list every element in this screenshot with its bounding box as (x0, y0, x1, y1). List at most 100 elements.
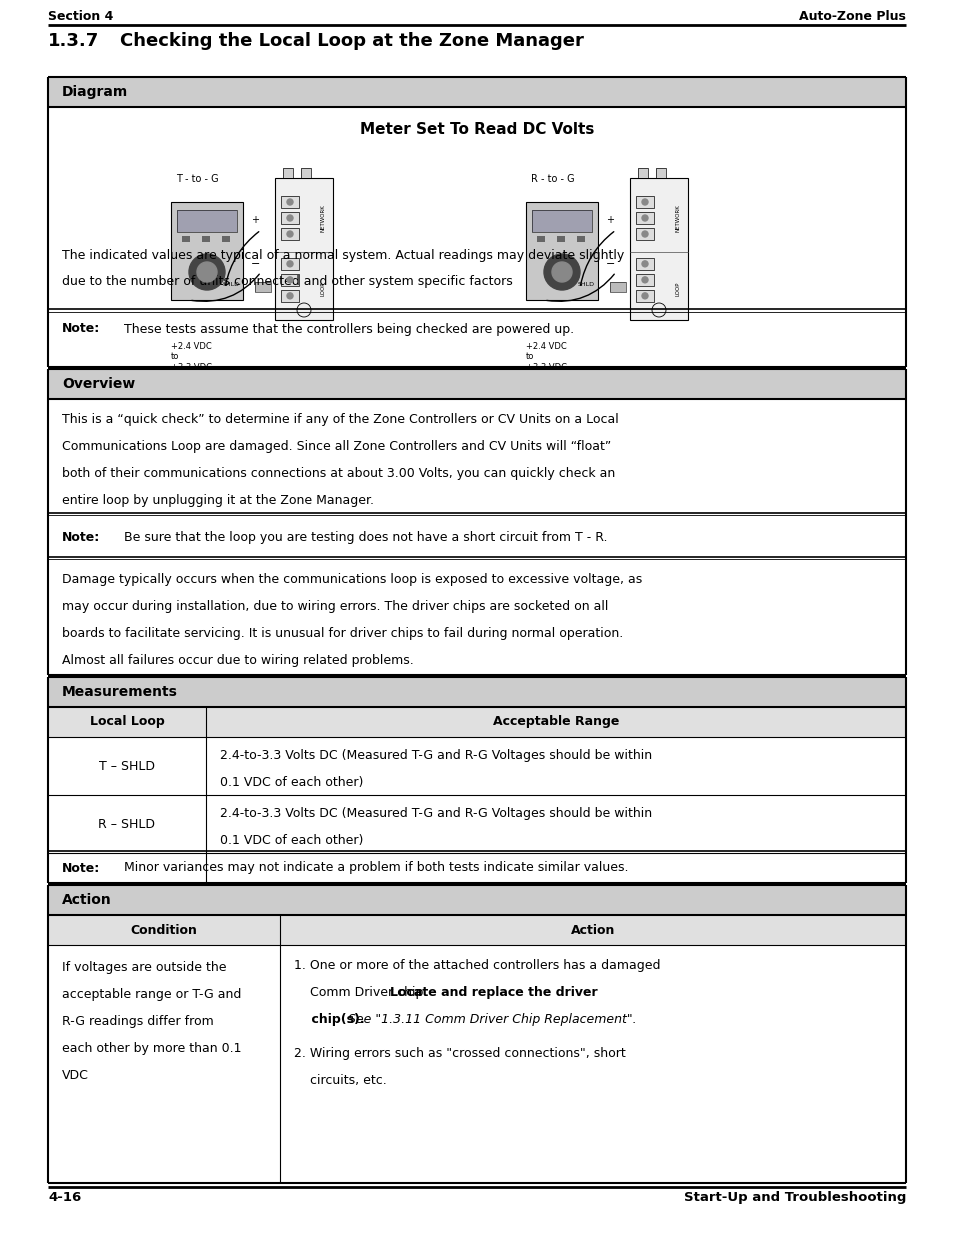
Circle shape (641, 293, 647, 299)
Bar (656, 168, 665, 178)
Text: Acceptable Range: Acceptable Range (493, 715, 618, 729)
Bar (177, 210, 236, 232)
Bar (281, 290, 298, 301)
Bar (48, 915, 905, 945)
Text: Diagram: Diagram (62, 85, 128, 99)
Text: 4-16: 4-16 (48, 1191, 81, 1204)
Bar (274, 178, 333, 320)
Text: LOOP: LOOP (320, 282, 325, 296)
Text: 0.1 VDC of each other): 0.1 VDC of each other) (220, 834, 363, 847)
Text: See "1.3.11 Comm Driver Chip Replacement".: See "1.3.11 Comm Driver Chip Replacement… (344, 1013, 636, 1026)
Circle shape (287, 261, 293, 267)
Text: Auto-Zone Plus: Auto-Zone Plus (799, 10, 905, 23)
Bar (281, 258, 298, 269)
Text: If voltages are outside the: If voltages are outside the (62, 961, 226, 974)
Bar (281, 228, 298, 240)
Text: SHLD: SHLD (222, 282, 239, 287)
Text: 2. Wiring errors such as "crossed connections", short: 2. Wiring errors such as "crossed connec… (294, 1047, 625, 1060)
Bar (48, 706, 905, 737)
Bar (636, 274, 654, 285)
Text: circuits, etc.: circuits, etc. (294, 1074, 386, 1087)
Text: Local Loop: Local Loop (90, 715, 164, 729)
Text: R – SHLD: R – SHLD (98, 818, 155, 830)
Text: both of their communications connections at about 3.00 Volts, you can quickly ch: both of their communications connections… (62, 467, 615, 480)
Circle shape (196, 262, 216, 282)
Bar (222, 236, 230, 242)
Bar (301, 168, 311, 178)
Bar (281, 212, 298, 224)
Bar (281, 258, 298, 269)
Text: Note:: Note: (62, 531, 100, 543)
Bar (577, 236, 584, 242)
Text: R - to - G: R - to - G (531, 174, 574, 184)
Bar (301, 168, 311, 178)
Text: −: − (251, 259, 260, 269)
Bar (636, 290, 654, 301)
Text: Be sure that the loop you are testing does not have a short circuit from T - R.: Be sure that the loop you are testing do… (116, 531, 607, 543)
Bar (281, 228, 298, 240)
Bar (636, 274, 654, 285)
Text: 1.3.7: 1.3.7 (48, 32, 99, 49)
Bar (254, 282, 271, 291)
Text: acceptable range or T-G and: acceptable range or T-G and (62, 988, 241, 1002)
Text: +2.4 VDC
to
+3.3 VDC: +2.4 VDC to +3.3 VDC (525, 342, 566, 372)
Text: LOOP: LOOP (675, 282, 679, 296)
Text: T - to - G: T - to - G (175, 174, 218, 184)
Text: −: − (605, 259, 615, 269)
Text: NETWORK: NETWORK (320, 204, 325, 232)
Bar (557, 236, 564, 242)
Text: This is a “quick check” to determine if any of the Zone Controllers or CV Units : This is a “quick check” to determine if … (62, 412, 618, 426)
Circle shape (641, 261, 647, 267)
Bar (281, 274, 298, 285)
Text: Action: Action (570, 924, 615, 936)
Bar (48, 885, 905, 915)
Bar (636, 196, 654, 207)
Bar (638, 168, 647, 178)
Bar (537, 236, 544, 242)
Bar (532, 210, 592, 232)
Bar (177, 210, 236, 232)
Text: Action: Action (62, 893, 112, 906)
Text: Section 4: Section 4 (48, 10, 113, 23)
Text: boards to facilitate servicing. It is unusual for driver chips to fail during no: boards to facilitate servicing. It is un… (62, 627, 622, 640)
Text: +2.4 VDC
to
+3.3 VDC: +2.4 VDC to +3.3 VDC (171, 342, 212, 372)
Text: Note:: Note: (62, 322, 100, 336)
Text: NETWORK: NETWORK (675, 204, 679, 232)
Bar (281, 212, 298, 224)
Circle shape (641, 215, 647, 221)
Text: Communications Loop are damaged. Since all Zone Controllers and CV Units will “f: Communications Loop are damaged. Since a… (62, 440, 611, 453)
Text: may occur during installation, due to wiring errors. The driver chips are socket: may occur during installation, due to wi… (62, 600, 608, 613)
Text: entire loop by unplugging it at the Zone Manager.: entire loop by unplugging it at the Zone… (62, 494, 374, 508)
Bar (636, 228, 654, 240)
Text: chip(s).: chip(s). (294, 1013, 364, 1026)
Bar (182, 236, 190, 242)
Bar (636, 258, 654, 269)
Circle shape (552, 262, 572, 282)
Text: due to the number of units connected and other system specific factors: due to the number of units connected and… (62, 275, 512, 288)
Bar (171, 203, 243, 300)
Text: T – SHLD: T – SHLD (99, 760, 154, 773)
Text: Note:: Note: (62, 862, 100, 874)
Bar (281, 290, 298, 301)
Bar (281, 196, 298, 207)
Text: Checking the Local Loop at the Zone Manager: Checking the Local Loop at the Zone Mana… (120, 32, 583, 49)
Text: Almost all failures occur due to wiring related problems.: Almost all failures occur due to wiring … (62, 655, 414, 667)
Text: Damage typically occurs when the communications loop is exposed to excessive vol: Damage typically occurs when the communi… (62, 573, 641, 585)
Bar (283, 168, 293, 178)
Bar (629, 178, 687, 320)
Bar (636, 290, 654, 301)
Bar (48, 369, 905, 399)
Bar (532, 210, 592, 232)
Bar (274, 178, 333, 320)
Circle shape (543, 254, 579, 290)
Text: each other by more than 0.1: each other by more than 0.1 (62, 1042, 241, 1055)
Text: 2.4-to-3.3 Volts DC (Measured T-G and R-G Voltages should be within: 2.4-to-3.3 Volts DC (Measured T-G and R-… (220, 806, 652, 820)
Text: VDC: VDC (62, 1070, 89, 1082)
Circle shape (641, 231, 647, 237)
Bar (525, 203, 598, 300)
Bar (281, 196, 298, 207)
Text: 1. One or more of the attached controllers has a damaged: 1. One or more of the attached controlle… (294, 960, 659, 972)
Bar (48, 77, 905, 107)
Text: R-G readings differ from: R-G readings differ from (62, 1015, 213, 1028)
Text: +: + (605, 215, 614, 225)
